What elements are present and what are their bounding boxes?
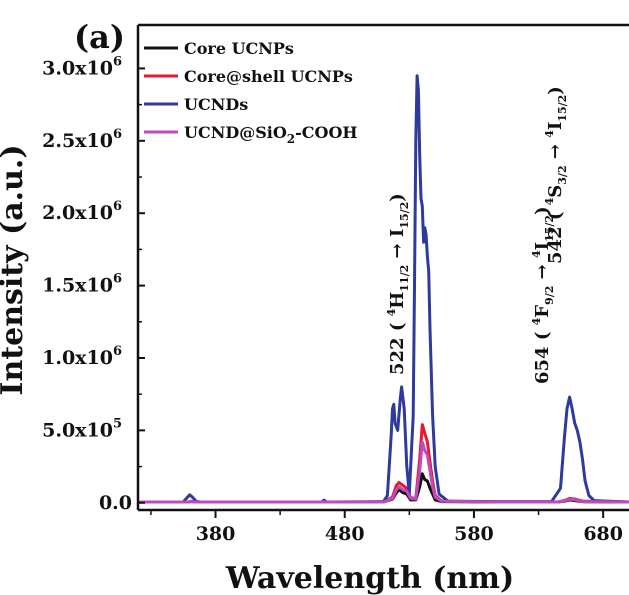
- x-tick-label: 580: [454, 523, 494, 545]
- y-tick-label: 3.0x106: [42, 54, 122, 79]
- legend-label: Core UCNPs: [184, 39, 294, 58]
- legend-label: Core@shell UCNPs: [184, 67, 353, 86]
- legend-label: UCNDs: [184, 95, 248, 114]
- y-tick-label: 1.0x106: [42, 344, 122, 369]
- y-axis-title: Intensity (a.u.): [0, 144, 30, 395]
- x-axis-title: Wavelength (nm): [225, 561, 514, 595]
- x-tick-group: 380 480 580 680: [150, 510, 623, 545]
- legend-label: UCND@SiO2-COOH: [184, 123, 358, 146]
- ann-522-label: 522 ( 4H11/2 → I15/2): [385, 193, 411, 375]
- x-tick-label: 380: [196, 523, 236, 545]
- ann-542-label: 542 ( 4S3/2 → 4I15/2): [543, 86, 569, 264]
- annotation-group: 522 ( 4H11/2 → I15/2) 542 ( 4S3/2 → 4I15/…: [385, 86, 569, 384]
- y-tick-group: 0.0 5.0x105 1.0x106 1.5x106 2.0x106 2.5x106 3.…: [42, 54, 145, 514]
- y-tick-label: 5.0x105: [42, 416, 122, 441]
- y-tick-label: 2.0x106: [42, 199, 122, 224]
- y-tick-label: 1.5x106: [42, 272, 122, 297]
- y-tick-label: 2.5x106: [42, 127, 122, 152]
- x-tick-label: 480: [325, 523, 365, 545]
- x-tick-label: 680: [583, 523, 623, 545]
- panel-label: (a): [74, 18, 125, 56]
- series-line-ucnd-sio2-cooh: [138, 440, 629, 504]
- ann-654-label: 654 ( 4F9/2 → 4I15/2): [530, 206, 556, 384]
- series-line-core-shell-ucnps: [138, 423, 629, 504]
- y-tick-label: 0.0: [99, 492, 132, 514]
- series-group: [138, 74, 629, 504]
- legend: Core UCNPs Core@shell UCNPs UCNDs UCND@SiO2…: [144, 39, 358, 146]
